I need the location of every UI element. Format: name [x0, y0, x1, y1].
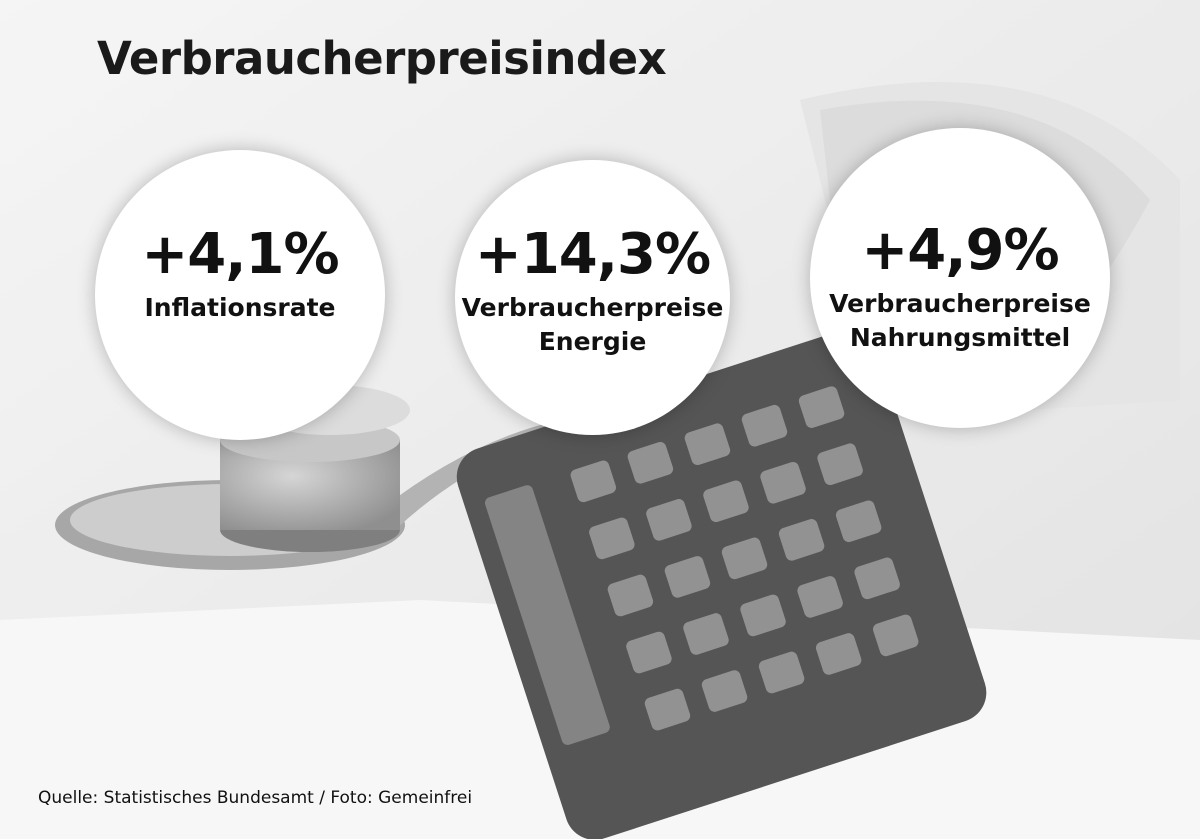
source: Quelle: Statistisches Bundesamt / Foto: …	[38, 788, 473, 808]
stat-value: +4,9%	[861, 218, 1059, 283]
stat-label: Inflationsrate	[144, 293, 336, 322]
stat-label: Nahrungsmittel	[849, 323, 1071, 352]
stat-label: Energie	[538, 327, 647, 356]
stat-label: Verbraucherpreise	[829, 289, 1091, 318]
stat-bubble: +4,1% Inflationsrate	[95, 150, 385, 440]
stat-label: Verbraucherpreise	[461, 293, 724, 322]
stat-bubble: +14,3% Verbraucherpreise Energie	[455, 160, 730, 435]
stat-value: +14,3%	[474, 222, 711, 287]
stat-bubble: +4,9% Verbraucherpreise Nahrungsmittel	[810, 128, 1110, 428]
stat-value: +4,1%	[141, 222, 339, 287]
title: Verbraucherpreisindex	[97, 32, 667, 85]
